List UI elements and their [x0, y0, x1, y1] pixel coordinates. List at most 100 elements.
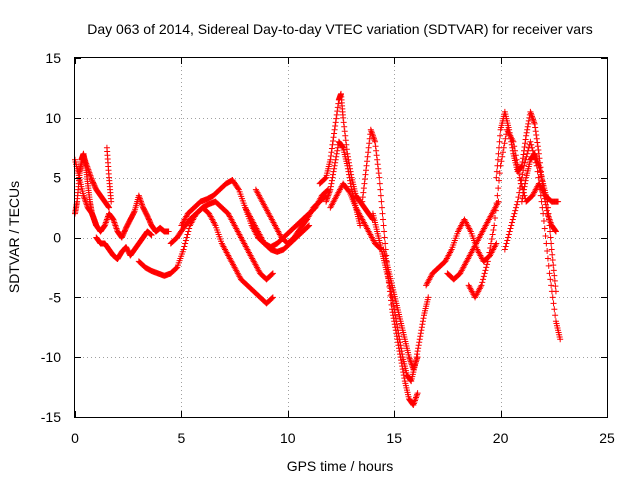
data-point	[415, 345, 422, 352]
data-point	[82, 157, 89, 164]
data-point	[333, 111, 340, 118]
data-point	[524, 150, 531, 157]
data-point	[508, 141, 515, 148]
data-point	[425, 294, 432, 301]
data-point	[344, 162, 351, 169]
data-point	[148, 232, 155, 239]
data-point	[527, 110, 534, 117]
data-point	[113, 225, 120, 232]
data-point	[391, 306, 398, 313]
data-point	[411, 397, 418, 404]
data-point	[534, 158, 541, 165]
data-point	[406, 355, 413, 362]
data-point	[420, 315, 427, 322]
data-point	[332, 119, 339, 126]
data-point	[269, 295, 276, 302]
data-point	[546, 216, 553, 223]
data-point	[377, 186, 384, 193]
data-point	[110, 216, 117, 223]
data-point	[406, 354, 413, 361]
data-point	[501, 246, 508, 253]
x-tick-label: 0	[71, 430, 79, 446]
data-point	[269, 270, 276, 277]
data-point	[269, 294, 276, 301]
data-point	[347, 180, 354, 187]
data-point	[496, 177, 503, 184]
data-point	[520, 167, 527, 174]
data-point	[519, 195, 526, 202]
data-point	[534, 159, 541, 166]
data-point	[375, 170, 382, 177]
data-point	[80, 153, 87, 160]
data-point	[509, 216, 516, 223]
data-point	[82, 159, 89, 166]
data-point	[502, 243, 509, 250]
data-point	[103, 218, 110, 225]
data-point	[410, 364, 417, 371]
data-point	[397, 342, 404, 349]
data-point	[493, 240, 500, 247]
data-point	[492, 215, 499, 222]
data-point	[331, 165, 338, 172]
data-point	[361, 176, 368, 183]
x-tick-label: 5	[178, 430, 186, 446]
data-point	[521, 183, 528, 190]
data-point	[419, 321, 426, 328]
data-point	[546, 222, 553, 229]
data-point	[340, 119, 347, 126]
data-point	[535, 161, 542, 168]
data-point	[480, 273, 487, 280]
series-track-6	[135, 204, 276, 307]
data-point	[410, 402, 417, 409]
data-point	[104, 203, 111, 210]
data-point	[328, 145, 335, 152]
data-point	[394, 324, 401, 331]
data-point	[330, 138, 337, 145]
data-point	[346, 174, 353, 181]
data-point	[539, 204, 546, 211]
data-point	[528, 141, 535, 148]
data-point	[531, 119, 538, 126]
data-point	[305, 223, 312, 230]
data-point	[108, 198, 115, 205]
data-point	[549, 251, 556, 258]
data-point	[413, 358, 420, 365]
data-point	[551, 272, 558, 279]
data-point	[380, 222, 387, 229]
data-point	[339, 144, 346, 151]
data-point	[544, 204, 551, 211]
data-point	[395, 330, 402, 337]
data-point	[362, 171, 369, 178]
data-point	[110, 218, 117, 225]
series-track-10	[242, 204, 313, 255]
data-point	[365, 144, 372, 151]
data-point	[332, 159, 339, 166]
series-track-20	[493, 108, 559, 235]
data-point	[498, 158, 505, 165]
data-point	[367, 126, 374, 133]
data-point	[496, 138, 503, 145]
data-point	[517, 185, 524, 192]
data-point	[538, 198, 545, 205]
data-point	[83, 162, 90, 169]
x-tick-label: 20	[493, 430, 509, 446]
data-point	[536, 186, 543, 193]
data-point	[487, 244, 494, 251]
data-point	[324, 195, 331, 202]
data-point	[180, 246, 187, 253]
series-track-9	[252, 186, 330, 247]
data-point	[530, 117, 537, 124]
data-point	[495, 185, 502, 192]
data-point	[493, 168, 500, 175]
data-point	[103, 216, 110, 223]
data-point	[334, 144, 341, 151]
data-point	[549, 256, 556, 263]
x-tick-label: 10	[280, 430, 296, 446]
data-point	[522, 177, 529, 184]
series-track-11	[316, 90, 376, 223]
data-point	[527, 138, 534, 145]
data-point	[411, 361, 418, 368]
data-point	[552, 288, 559, 295]
data-point	[505, 231, 512, 238]
data-point	[369, 132, 376, 139]
